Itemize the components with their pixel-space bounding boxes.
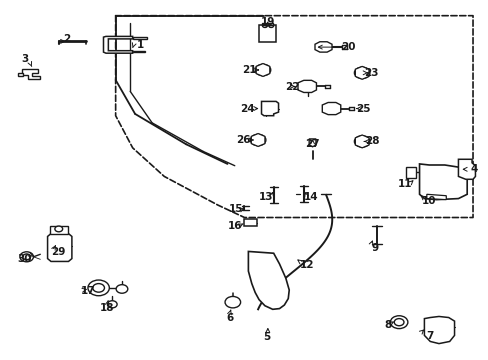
Polygon shape bbox=[248, 251, 288, 309]
Text: 13: 13 bbox=[258, 192, 273, 202]
Text: 26: 26 bbox=[236, 135, 250, 145]
Polygon shape bbox=[355, 135, 368, 148]
Text: 24: 24 bbox=[240, 104, 254, 113]
Text: 5: 5 bbox=[262, 332, 269, 342]
Polygon shape bbox=[19, 73, 23, 76]
Text: 6: 6 bbox=[226, 312, 233, 323]
Polygon shape bbox=[419, 164, 466, 200]
Circle shape bbox=[389, 316, 407, 329]
Circle shape bbox=[88, 280, 109, 296]
Circle shape bbox=[116, 285, 127, 293]
Circle shape bbox=[107, 301, 117, 308]
Text: 11: 11 bbox=[397, 179, 411, 189]
Circle shape bbox=[93, 284, 104, 292]
Text: 8: 8 bbox=[384, 320, 391, 330]
Circle shape bbox=[393, 319, 403, 326]
Text: 1: 1 bbox=[136, 40, 143, 50]
Text: 15: 15 bbox=[228, 204, 243, 214]
Polygon shape bbox=[103, 36, 132, 53]
Polygon shape bbox=[424, 316, 454, 343]
Polygon shape bbox=[426, 194, 446, 200]
Text: 29: 29 bbox=[51, 247, 66, 257]
Text: 25: 25 bbox=[356, 104, 370, 113]
Polygon shape bbox=[308, 139, 315, 147]
Text: 10: 10 bbox=[421, 197, 436, 206]
Text: 23: 23 bbox=[363, 68, 377, 78]
Text: 16: 16 bbox=[227, 221, 242, 231]
Polygon shape bbox=[355, 66, 368, 79]
Text: 2: 2 bbox=[63, 34, 70, 44]
Polygon shape bbox=[132, 51, 144, 52]
Circle shape bbox=[262, 24, 267, 27]
Circle shape bbox=[224, 296, 240, 308]
Circle shape bbox=[20, 252, 33, 262]
Text: 19: 19 bbox=[260, 17, 274, 27]
Polygon shape bbox=[297, 80, 316, 93]
Polygon shape bbox=[261, 102, 278, 116]
Circle shape bbox=[23, 254, 30, 260]
Text: 30: 30 bbox=[18, 253, 32, 264]
Text: 20: 20 bbox=[341, 42, 355, 52]
Text: 17: 17 bbox=[81, 287, 95, 296]
Text: 7: 7 bbox=[426, 332, 433, 342]
Text: 14: 14 bbox=[304, 192, 318, 202]
Circle shape bbox=[357, 138, 366, 145]
Polygon shape bbox=[314, 42, 331, 52]
Circle shape bbox=[55, 226, 62, 232]
Circle shape bbox=[258, 66, 267, 73]
Text: 3: 3 bbox=[21, 54, 28, 64]
Text: 27: 27 bbox=[305, 139, 319, 149]
Polygon shape bbox=[259, 24, 276, 42]
Circle shape bbox=[268, 24, 273, 27]
Circle shape bbox=[253, 136, 263, 144]
Bar bbox=[405, 167, 415, 178]
Circle shape bbox=[354, 67, 369, 78]
Text: 12: 12 bbox=[299, 260, 313, 270]
Circle shape bbox=[255, 64, 270, 76]
Polygon shape bbox=[262, 23, 272, 24]
Polygon shape bbox=[458, 159, 474, 179]
Polygon shape bbox=[322, 103, 340, 114]
Text: 9: 9 bbox=[370, 243, 378, 253]
Polygon shape bbox=[47, 234, 72, 261]
Polygon shape bbox=[22, 68, 40, 79]
Text: 18: 18 bbox=[100, 303, 114, 313]
Circle shape bbox=[357, 69, 366, 76]
Text: 28: 28 bbox=[364, 136, 378, 147]
Circle shape bbox=[250, 134, 265, 146]
Text: 21: 21 bbox=[242, 65, 256, 75]
Text: 4: 4 bbox=[469, 164, 477, 174]
Text: 22: 22 bbox=[285, 82, 299, 92]
Circle shape bbox=[354, 136, 369, 147]
Polygon shape bbox=[256, 64, 269, 76]
Polygon shape bbox=[50, 226, 67, 234]
Polygon shape bbox=[251, 134, 264, 147]
Bar bbox=[244, 219, 256, 226]
Polygon shape bbox=[132, 37, 147, 39]
